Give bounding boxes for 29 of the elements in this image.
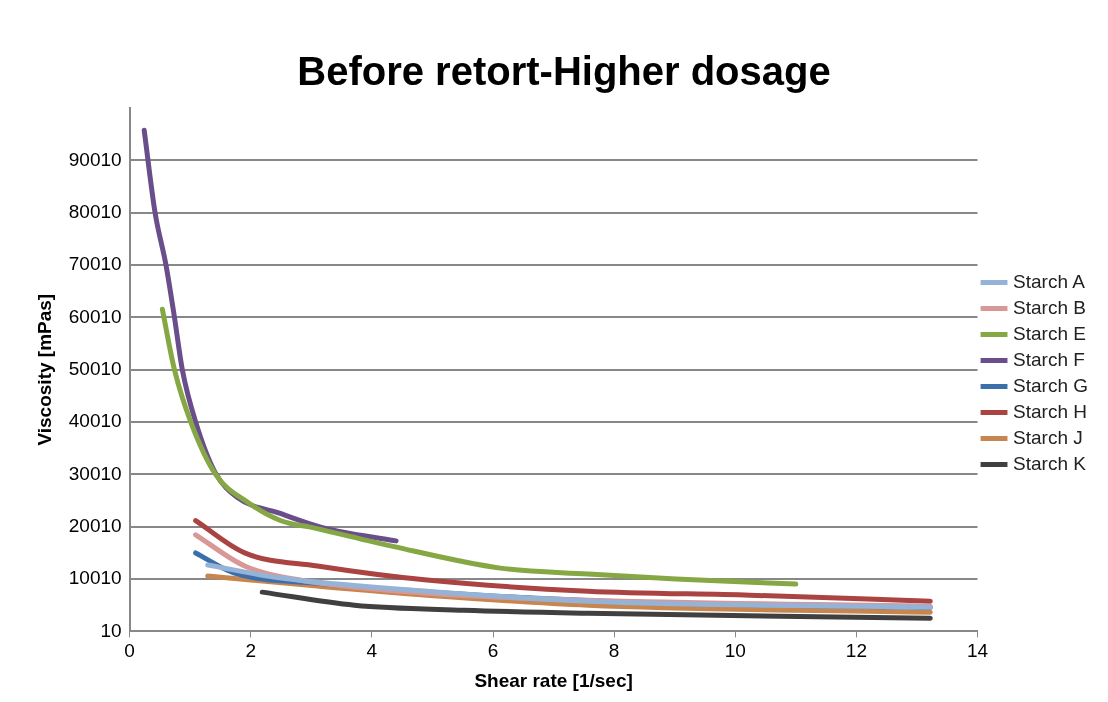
legend-label: Starch A bbox=[1013, 270, 1086, 292]
y-tick-label: 50010 bbox=[68, 357, 122, 379]
y-tick-label: 80010 bbox=[68, 200, 122, 222]
y-tick-label: 70010 bbox=[68, 253, 122, 275]
y-tick-label: 60010 bbox=[68, 305, 122, 327]
chart-title: Before retort-Higher dosage bbox=[297, 49, 831, 94]
legend-label: Starch H bbox=[1013, 400, 1087, 422]
y-tick-label: 30010 bbox=[68, 462, 122, 484]
y-axis-title: Viscosity [mPas] bbox=[33, 293, 55, 446]
legend-label: Starch F bbox=[1013, 348, 1085, 370]
y-tick-label: 20010 bbox=[68, 514, 122, 536]
x-tick-label: 10 bbox=[724, 640, 746, 662]
legend-label: Starch J bbox=[1013, 426, 1083, 448]
x-tick-label: 12 bbox=[845, 640, 867, 662]
y-tick-label: 10010 bbox=[68, 567, 122, 589]
x-axis-title: Shear rate [1/sec] bbox=[474, 669, 633, 691]
x-tick-label: 0 bbox=[124, 640, 135, 662]
y-tick-label: 10 bbox=[100, 619, 122, 641]
x-tick-label: 2 bbox=[245, 640, 257, 662]
legend-label: Starch B bbox=[1013, 296, 1086, 318]
legend-label: Starch K bbox=[1013, 452, 1087, 474]
x-tick-label: 4 bbox=[366, 640, 378, 662]
legend-label: Starch G bbox=[1013, 374, 1089, 396]
legend-label: Starch E bbox=[1013, 322, 1086, 344]
x-tick-label: 8 bbox=[608, 640, 620, 662]
x-tick-label: 14 bbox=[966, 640, 989, 662]
y-tick-label: 40010 bbox=[68, 410, 122, 432]
y-tick-label: 90010 bbox=[68, 148, 122, 170]
x-tick-label: 6 bbox=[487, 640, 499, 662]
